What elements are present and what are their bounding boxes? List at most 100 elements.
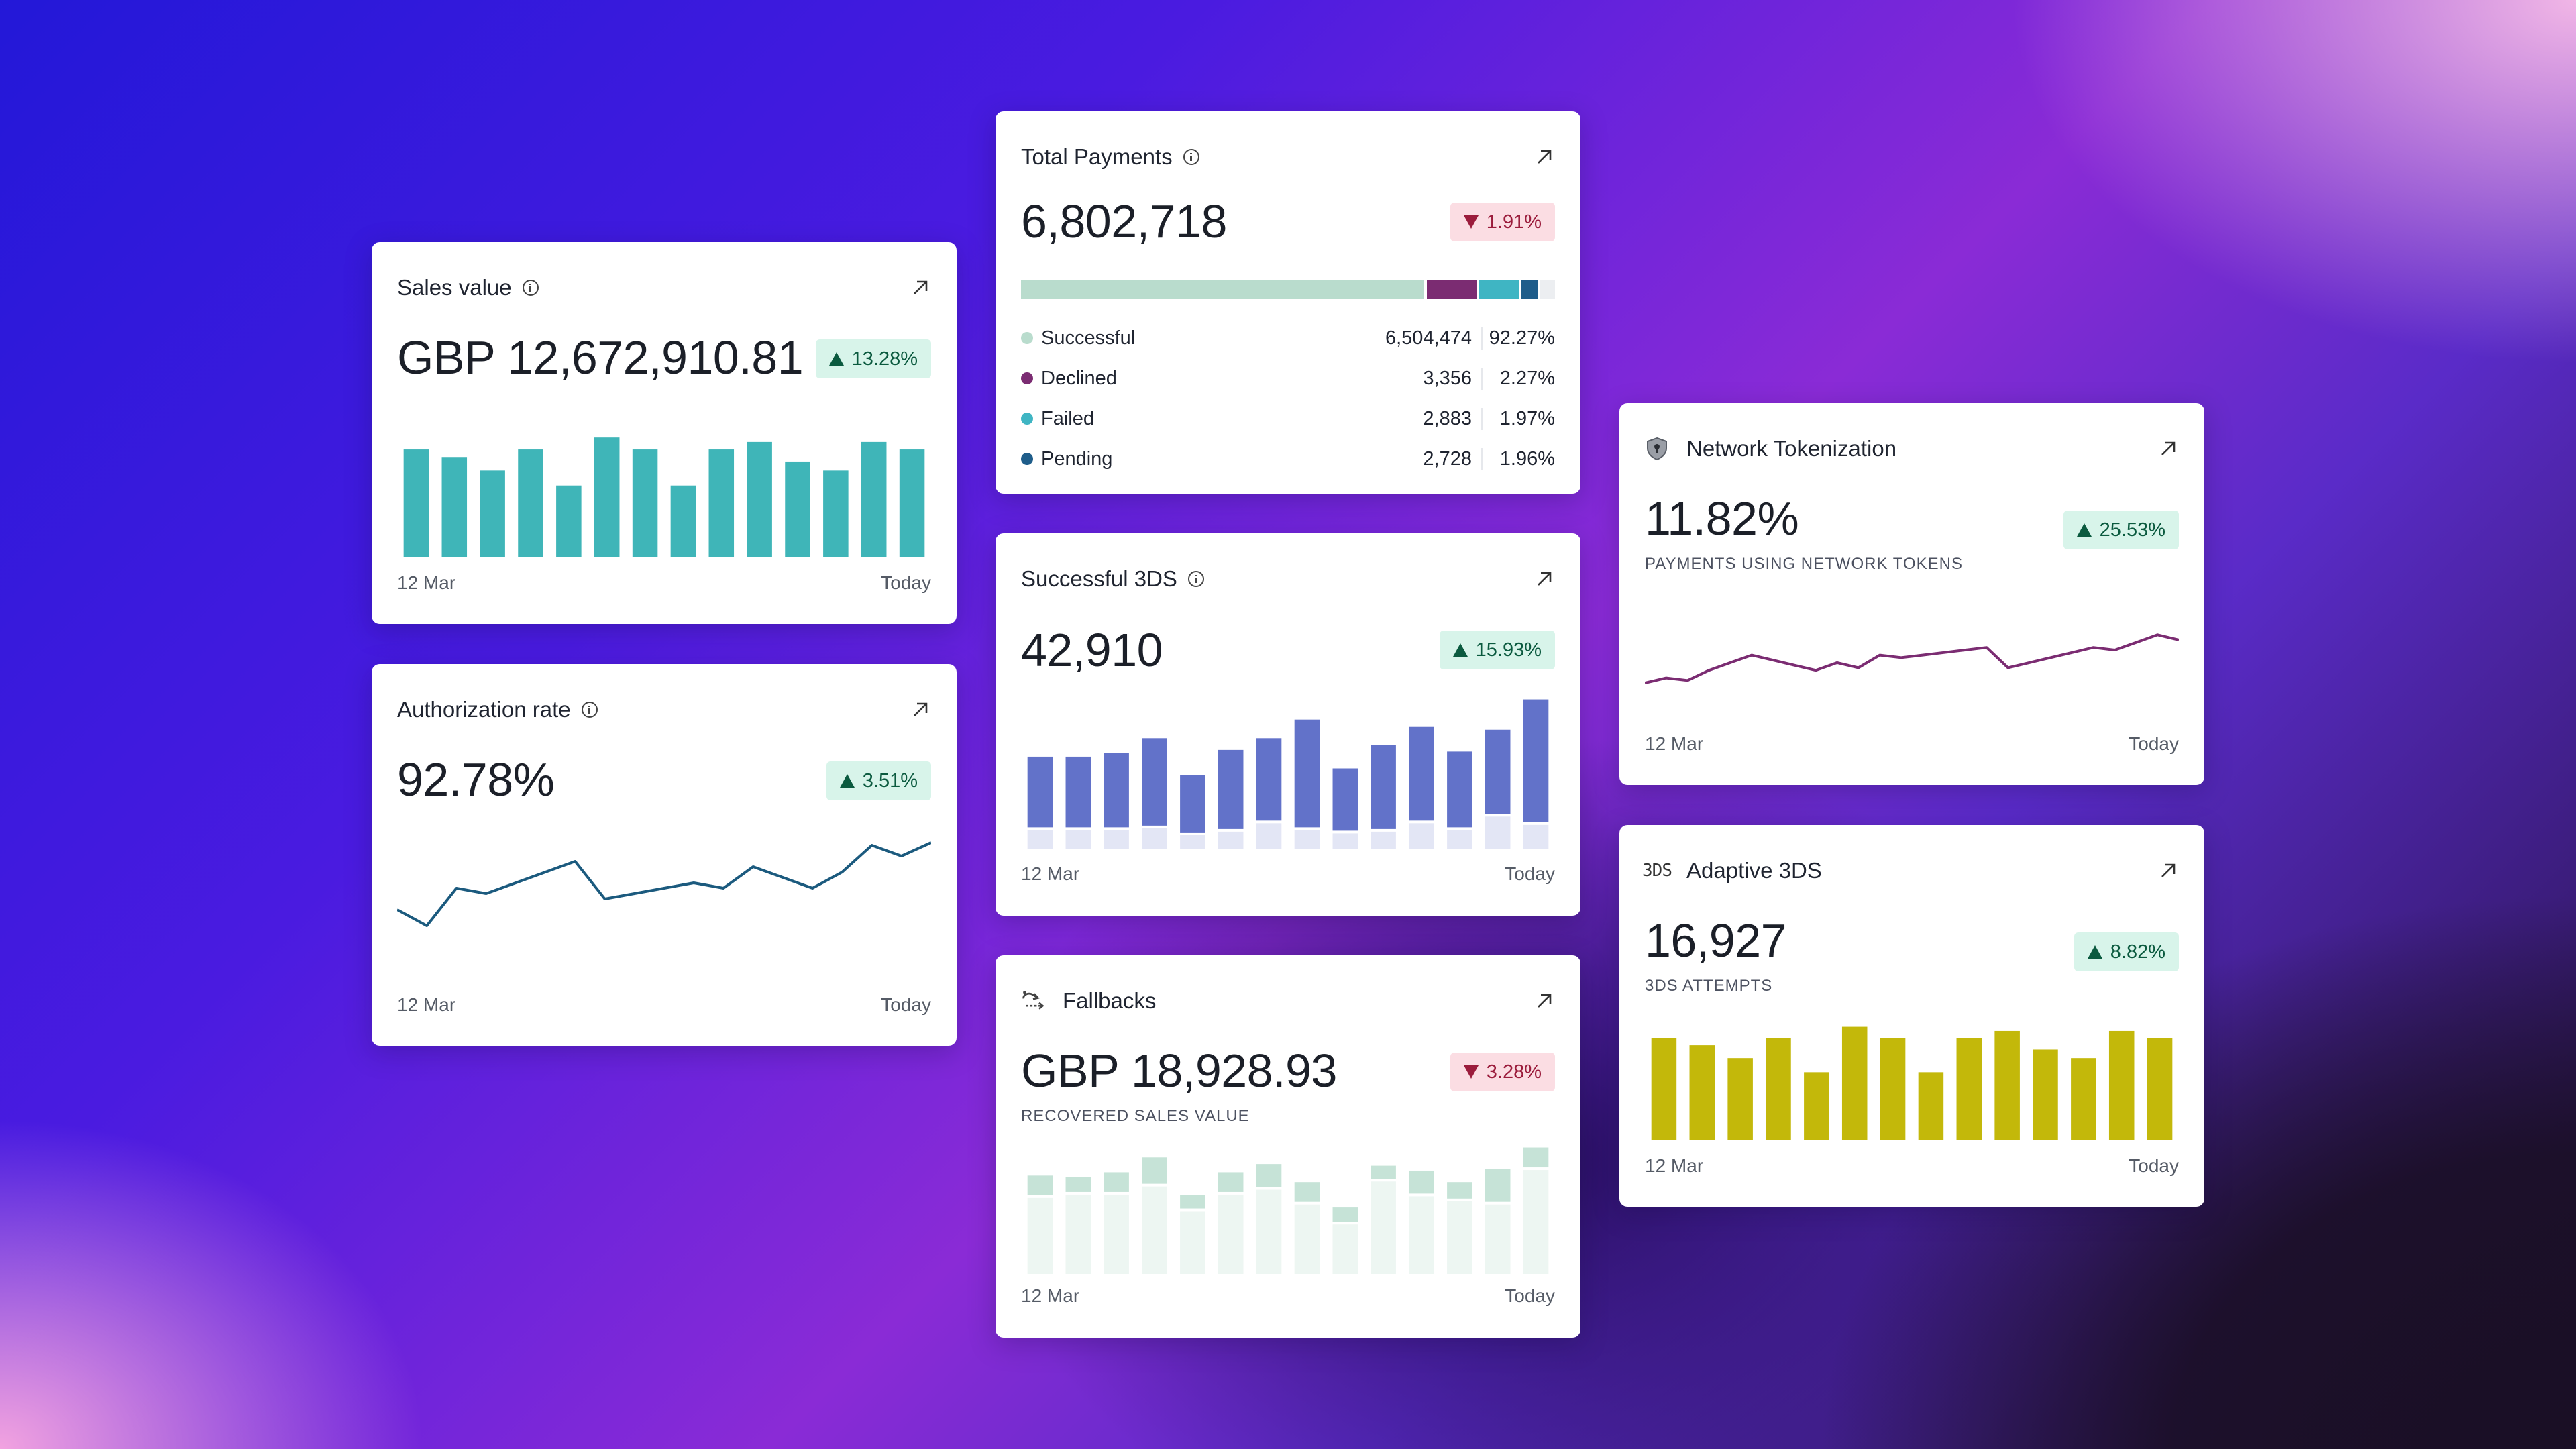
bar-segment-success xyxy=(1485,729,1511,814)
legend-count: 2,883 xyxy=(1358,407,1483,430)
legend-row-pending: Pending 2,728 1.96% xyxy=(1021,445,1555,472)
bar-segment-base xyxy=(1256,1189,1282,1274)
bar xyxy=(2147,1038,2173,1140)
arrow-up-right-icon[interactable] xyxy=(2157,438,2179,460)
bar-segment-success xyxy=(1256,738,1282,821)
declined-dot-icon xyxy=(1021,372,1033,384)
bar-segment-recovered xyxy=(1256,1164,1282,1187)
bar xyxy=(708,449,735,557)
bar-segment-recovered xyxy=(1027,1175,1053,1195)
bar-segment-recovered xyxy=(1409,1170,1434,1194)
legend-row-declined: Declined 3,356 2.27% xyxy=(1021,365,1555,392)
change-badge: 3.51% xyxy=(826,761,931,800)
triangle-up-icon xyxy=(839,774,855,788)
card-header: Sales value xyxy=(397,274,931,301)
line-chart xyxy=(397,818,931,979)
card-title: Network Tokenization xyxy=(1686,436,1897,461)
bar-segment-recovered xyxy=(1218,1172,1244,1192)
bar-segment-success xyxy=(1027,756,1053,828)
bar-segment-success xyxy=(1294,719,1320,828)
legend-label: Failed xyxy=(1041,407,1094,429)
change-badge: 3.28% xyxy=(1450,1053,1555,1091)
bar-segment-recovered xyxy=(1065,1177,1091,1192)
stacked-bar-chart xyxy=(1021,1146,1555,1274)
bar-segment-other xyxy=(1332,833,1358,849)
bar-segment-recovered xyxy=(1332,1207,1358,1222)
bar xyxy=(747,441,772,557)
bar-segment-base xyxy=(1523,1170,1549,1274)
sales-value-card[interactable]: Sales value GBP 12,672,910.81 13.28% 12 … xyxy=(372,242,957,624)
bar-segment-base xyxy=(1218,1194,1244,1274)
bar-segment-base xyxy=(1104,1194,1129,1274)
bar xyxy=(1994,1030,2020,1140)
change-badge: 25.53% xyxy=(2063,511,2179,549)
bar-segment-other xyxy=(1065,830,1091,849)
authorization-rate-card[interactable]: Authorization rate 92.78% 3.51% 12 Mar T… xyxy=(372,664,957,1046)
bar-segment-success xyxy=(1218,749,1244,829)
bar xyxy=(1804,1072,1829,1140)
info-icon[interactable] xyxy=(581,702,598,718)
end-label: Today xyxy=(1505,1285,1555,1306)
legend-label: Successful xyxy=(1041,327,1136,349)
card-header: Fallbacks xyxy=(1021,987,1555,1014)
arrow-up-right-icon[interactable] xyxy=(1534,568,1555,590)
metric-subtitle: 3DS ATTEMPTS xyxy=(1645,977,1773,995)
adaptive-3ds-card[interactable]: 3DS Adaptive 3DS 16,927 8.82% 3DS ATTEMP… xyxy=(1619,825,2204,1207)
card-title: Fallbacks xyxy=(1063,988,1157,1013)
change-badge: 15.93% xyxy=(1439,631,1555,669)
change-value: 3.28% xyxy=(1486,1061,1542,1083)
end-label: Today xyxy=(1505,863,1555,884)
fallback-arrows-icon xyxy=(1021,989,1045,1013)
total-payments-card[interactable]: Total Payments 6,802,718 1.91% Successfu… xyxy=(996,111,1580,494)
info-icon[interactable] xyxy=(522,280,539,296)
arrow-up-right-icon[interactable] xyxy=(910,277,931,299)
chart-range: 12 Mar Today xyxy=(397,994,931,1016)
arrow-up-right-icon[interactable] xyxy=(2157,860,2179,881)
info-icon[interactable] xyxy=(1187,571,1204,587)
card-header: Authorization rate xyxy=(397,696,931,723)
bar-segment-other xyxy=(1256,823,1282,849)
card-header: Total Payments xyxy=(1021,144,1555,170)
legend-label: Pending xyxy=(1041,447,1113,470)
metric-value: GBP 12,672,910.81 xyxy=(397,331,804,384)
info-icon[interactable] xyxy=(1183,149,1199,165)
bar-segment-recovered xyxy=(1371,1165,1396,1179)
bar xyxy=(632,449,658,557)
metric-value: GBP 18,928.93 xyxy=(1021,1044,1337,1097)
triangle-up-icon xyxy=(828,352,844,366)
bar xyxy=(670,485,696,557)
bar-segment-base xyxy=(1371,1181,1396,1274)
bar-segment-other xyxy=(1104,830,1129,849)
legend-count: 6,504,474 xyxy=(1358,327,1483,350)
legend-count: 2,728 xyxy=(1358,447,1483,470)
arrow-up-right-icon[interactable] xyxy=(1534,146,1555,168)
bar-segment-other xyxy=(1485,816,1511,849)
bar-chart xyxy=(397,430,931,557)
bar xyxy=(2108,1030,2135,1140)
bar-segment-base xyxy=(1065,1194,1091,1274)
card-header: Network Tokenization xyxy=(1645,435,2179,462)
change-value: 3.51% xyxy=(862,769,918,792)
bar xyxy=(594,437,620,557)
arrow-up-right-icon[interactable] xyxy=(910,699,931,720)
arrow-up-right-icon[interactable] xyxy=(1534,990,1555,1012)
stack-segment-remainder xyxy=(1540,280,1555,299)
bar-segment-success xyxy=(1065,756,1091,828)
start-label: 12 Mar xyxy=(1021,863,1080,884)
bar xyxy=(518,449,543,557)
metric-value: 42,910 xyxy=(1021,624,1163,676)
change-value: 1.91% xyxy=(1486,211,1542,233)
chart-range: 12 Mar Today xyxy=(397,572,931,594)
legend-label: Declined xyxy=(1041,367,1117,389)
network-tokenization-card[interactable]: Network Tokenization 11.82% 25.53% PAYME… xyxy=(1619,403,2204,785)
bar xyxy=(2071,1058,2096,1140)
fallbacks-card[interactable]: Fallbacks GBP 18,928.93 3.28% RECOVERED … xyxy=(996,955,1580,1338)
triangle-up-icon xyxy=(2076,523,2092,537)
successful-3ds-card[interactable]: Successful 3DS 42,910 15.93% 12 Mar Toda… xyxy=(996,533,1580,916)
change-value: 13.28% xyxy=(851,347,918,370)
end-label: Today xyxy=(2129,1155,2179,1176)
bar-segment-recovered xyxy=(1447,1182,1472,1199)
bar-segment-success xyxy=(1409,726,1434,821)
line-chart xyxy=(1645,604,2179,718)
bar-segment-other xyxy=(1447,830,1472,849)
